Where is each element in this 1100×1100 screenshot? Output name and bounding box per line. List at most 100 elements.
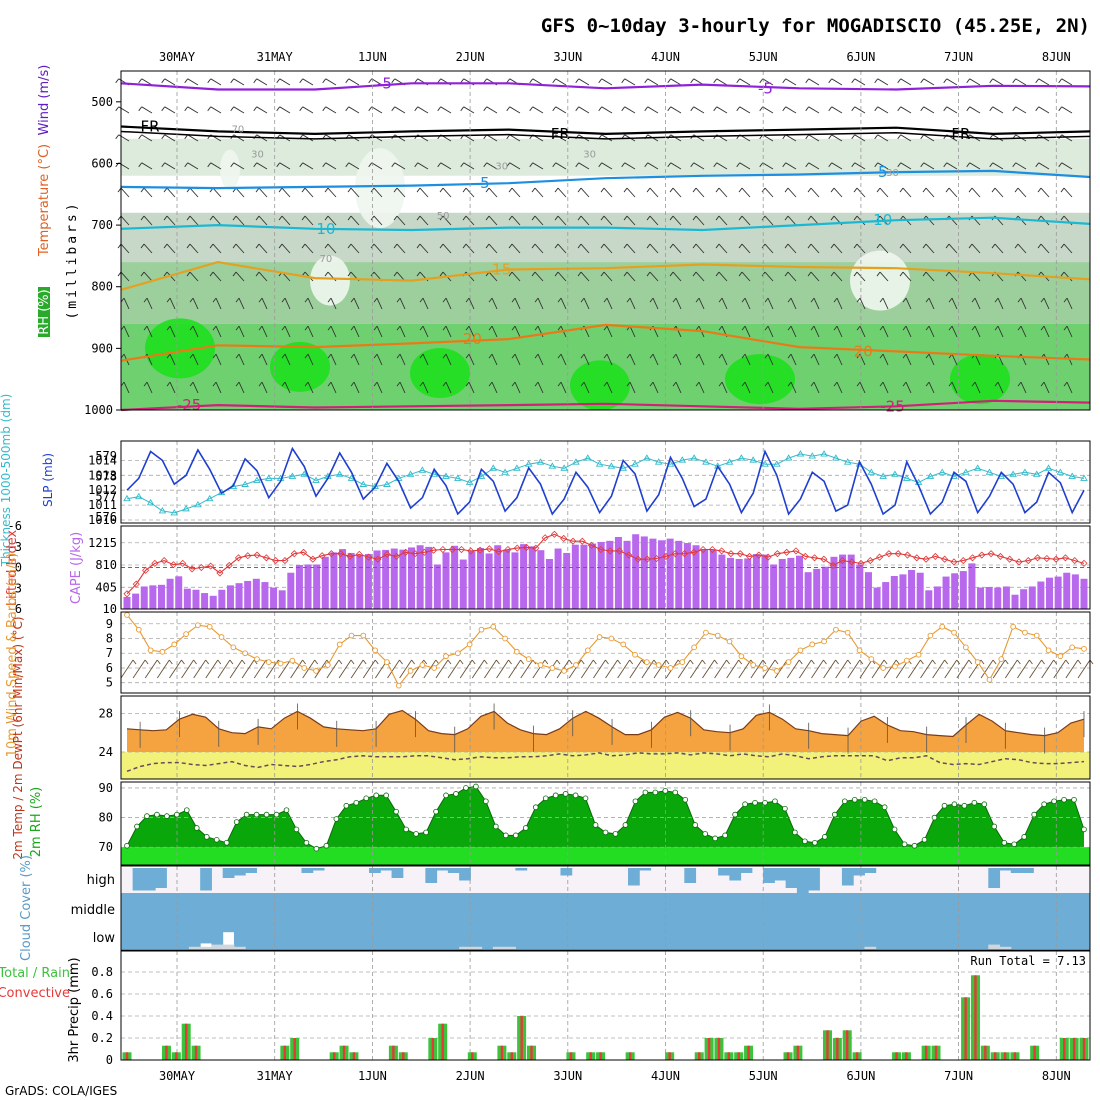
cross-section-wind-barb [187, 78, 199, 86]
rh-patch [850, 250, 910, 311]
cross-section-wind-barb [557, 271, 567, 282]
rh-point [562, 791, 569, 797]
cross-section-wind-barb [468, 325, 475, 338]
cross-section-wind-barb [974, 325, 981, 338]
cross-section-wind-barb [302, 106, 314, 114]
surface-wind-barb [241, 659, 255, 679]
cross-section-wind-barb [325, 78, 337, 86]
cross-section-wind-barb [534, 353, 539, 359]
cross-section-wind-barb [787, 325, 792, 331]
cross-section-wind-barb [393, 215, 398, 221]
cross-section-wind-barb [785, 162, 797, 170]
cross-section-wind-barb [376, 381, 383, 394]
lifted-index-point [504, 545, 512, 554]
surface-wind-barb [992, 659, 1006, 679]
cross-section-wind-barb [715, 271, 720, 277]
lifted-index-point [1015, 558, 1023, 566]
cape-bar [727, 557, 735, 609]
thickness-point [891, 470, 899, 477]
middle-cloud-bar [729, 893, 742, 949]
thickness-point [406, 470, 415, 477]
cross-section-ytick-label: 700 [91, 218, 113, 232]
cross-section-wind-barb [672, 215, 682, 226]
cross-section-wind-barb [974, 381, 981, 394]
cross-section-wind-barb [120, 353, 125, 359]
top-date-label: 7JUN [944, 50, 973, 64]
cross-section-wind-barb [486, 106, 498, 114]
cross-section-wind-barb [577, 271, 582, 277]
cape-bar [416, 545, 424, 609]
cross-section-wind-barb [238, 325, 245, 338]
convective-precip-bar [1063, 1038, 1066, 1060]
cross-section-wind-barb [695, 297, 700, 303]
cross-section-wind-barb [1015, 106, 1027, 114]
cross-section-wind-barb [396, 325, 401, 331]
wind-speed-point [1045, 647, 1052, 654]
rh-point [403, 826, 409, 833]
cross-section-wind-barb [554, 243, 559, 249]
middle-cloud-bar [200, 893, 212, 944]
cross-section-wind-barb [327, 243, 337, 254]
cross-section-wind-barb [488, 381, 493, 387]
cross-section-wind-barb [235, 381, 240, 387]
cross-section-wind-barb [897, 106, 902, 112]
cross-section-wind-barb [529, 162, 534, 168]
cape-bar [675, 540, 683, 609]
cross-section-wind-barb [876, 243, 881, 249]
middle-cloud-bar [1033, 893, 1046, 949]
cross-section-wind-barb [994, 297, 999, 303]
cross-section-wind-barb [971, 325, 976, 331]
wind-speed-point [561, 668, 567, 674]
cross-section-wind-barb [971, 187, 981, 198]
lifted-index-point [123, 590, 131, 598]
cape-bar [528, 546, 536, 609]
convective-precip-bar [293, 1038, 296, 1060]
cross-section-wind-barb [368, 162, 373, 168]
wind-speed-point [584, 647, 591, 654]
cross-section-wind-barb [1035, 162, 1040, 168]
lifted-index-point [216, 569, 224, 577]
cape-bar [968, 563, 976, 609]
rh-point [742, 801, 748, 808]
cross-section-wind-barb [713, 162, 718, 168]
rh-point [831, 811, 838, 818]
cross-section-wind-barb [258, 215, 268, 226]
wind-frame [120, 611, 1091, 694]
middle-cloud-bar [369, 893, 381, 949]
surface-wind-barb [726, 659, 740, 679]
thickness-tick-label: 577 [95, 490, 117, 504]
cross-section-wind-barb [534, 381, 539, 387]
cross-section-wind-barb [345, 162, 350, 168]
middle-cloud-bar [571, 893, 584, 949]
cross-section-wind-barb [442, 187, 452, 198]
wind-speed-point [502, 635, 508, 642]
thickness-point [158, 507, 167, 514]
high-cloud-bar [1022, 868, 1034, 873]
thickness-line [126, 453, 1085, 514]
high-cloud-bar [841, 868, 854, 886]
surface-wind-barb [350, 659, 364, 679]
cross-section-wind-barb [557, 187, 567, 198]
lifted-index-point [662, 552, 670, 560]
surface-wind-barb [447, 659, 452, 665]
rh-point [313, 845, 320, 852]
wind-speed-point [230, 644, 237, 651]
wind-speed-point [667, 665, 674, 671]
cross-section-wind-barb [192, 297, 199, 310]
thickness-point [418, 466, 427, 473]
thickness-point [962, 468, 970, 475]
rh-point [522, 825, 529, 831]
cross-section-wind-barb [583, 381, 590, 394]
cape-bar [502, 549, 510, 609]
middle-cloud-bar [537, 893, 550, 949]
thickness-point [702, 458, 710, 465]
surface-wind-barb [217, 659, 222, 665]
cross-section-wind-barb [192, 353, 199, 366]
cross-section-wind-barb [299, 162, 304, 168]
cross-section-wind-barb [140, 187, 145, 193]
cross-section-wind-barb [140, 271, 145, 277]
cross-section-wind-barb [652, 381, 659, 394]
cross-section-wind-barb [491, 353, 498, 366]
lifted-index-tick-label: -6 [8, 519, 22, 533]
surface-wind-barb [156, 659, 170, 679]
